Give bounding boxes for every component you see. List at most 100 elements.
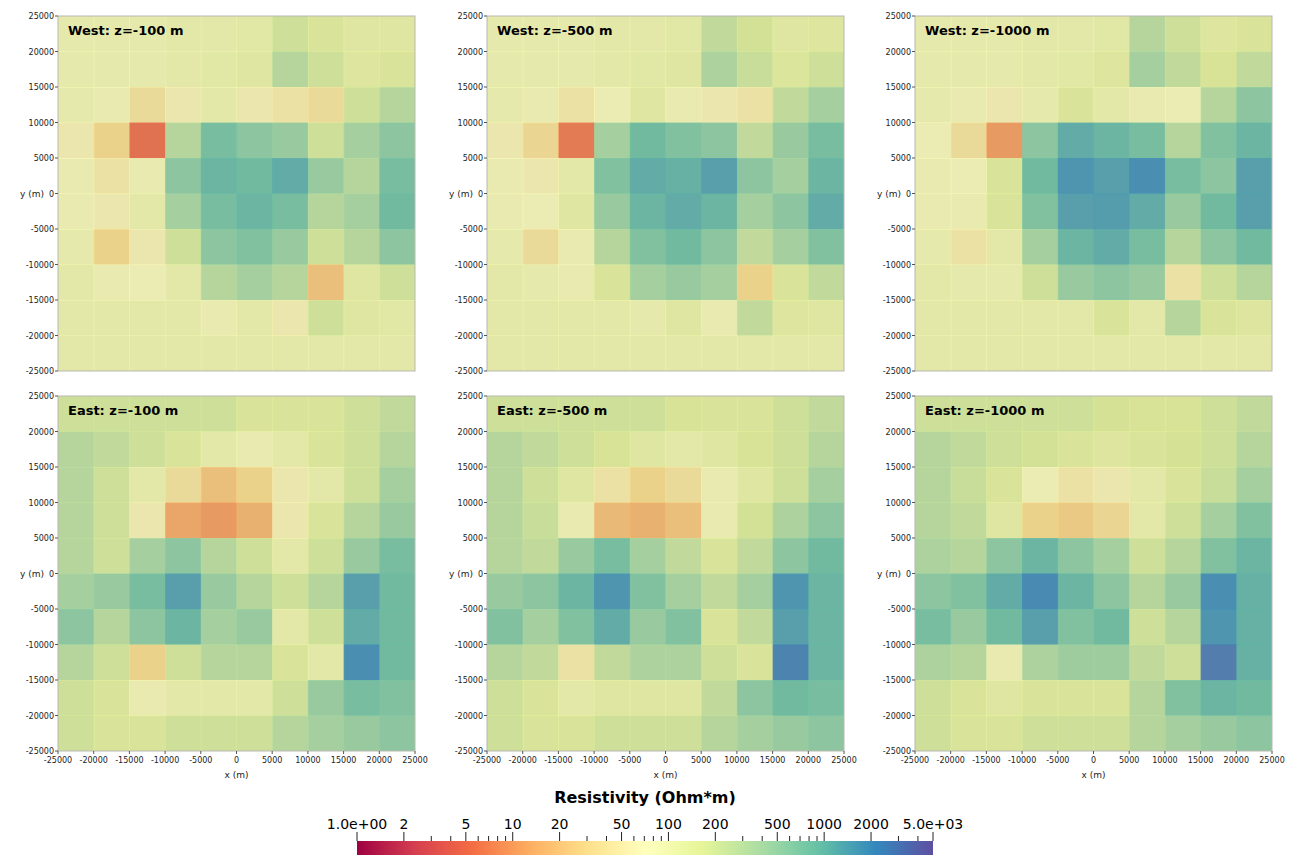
cell [1058, 265, 1094, 301]
colorbar-minor-tick [653, 836, 654, 841]
cell [487, 194, 523, 230]
cell [272, 123, 308, 159]
cell [737, 52, 773, 88]
y-tick-label: -15000 [455, 296, 483, 305]
cell [1129, 503, 1165, 539]
cell [986, 574, 1022, 610]
cell [1236, 158, 1272, 194]
cell [487, 645, 523, 681]
cell [986, 194, 1022, 230]
x-tick-label: -10000 [580, 756, 608, 765]
y-tick [55, 87, 58, 88]
y-tick [912, 371, 915, 372]
cell [1129, 16, 1165, 52]
cell [1236, 52, 1272, 88]
cell [272, 645, 308, 681]
colorbar-tick [512, 832, 513, 841]
y-tick-label: 20000 [29, 48, 54, 57]
y-tick [912, 335, 915, 336]
y-tick [484, 538, 487, 539]
y-tick-label: 0 [906, 190, 911, 199]
cell [1058, 300, 1094, 336]
cell [165, 609, 201, 645]
cell [915, 194, 951, 230]
x-tick [986, 751, 987, 754]
cell [701, 574, 737, 610]
cell [773, 467, 809, 503]
cell [558, 158, 594, 194]
colorbar-tick [357, 832, 358, 841]
y-tick-label: 0 [49, 190, 54, 199]
y-tick-label: 15000 [29, 83, 54, 92]
y-tick [912, 122, 915, 123]
x-tick [736, 751, 737, 754]
cell [1201, 194, 1237, 230]
cell [272, 609, 308, 645]
cell [94, 336, 130, 372]
cell [129, 467, 165, 503]
cell [201, 716, 237, 752]
cell [1129, 396, 1165, 432]
cell [165, 336, 201, 372]
cell [558, 52, 594, 88]
y-tick [484, 467, 487, 468]
cell [737, 158, 773, 194]
x-tick [1057, 751, 1058, 754]
cell [379, 467, 415, 503]
cell [808, 87, 844, 123]
cell [379, 87, 415, 123]
x-tick [343, 751, 344, 754]
colorbar-minor-tick [497, 836, 498, 841]
y-tick [912, 715, 915, 716]
cell [523, 538, 559, 574]
cell [915, 336, 951, 372]
colorbar-tick-label: 100 [655, 816, 682, 832]
cell [666, 300, 702, 336]
cell [129, 432, 165, 468]
cell [986, 467, 1022, 503]
cell [701, 265, 737, 301]
cell [487, 87, 523, 123]
colorbar-tick-label: 20 [551, 816, 569, 832]
cell [344, 300, 380, 336]
cell [165, 229, 201, 265]
y-tick-label: 15000 [886, 463, 911, 472]
cell [630, 503, 666, 539]
y-tick-label: -15000 [26, 296, 54, 305]
y-tick-label: 15000 [458, 83, 483, 92]
colorbar-tick [715, 832, 716, 841]
cell [308, 158, 344, 194]
cell [1058, 123, 1094, 159]
cell [237, 609, 273, 645]
cell [1201, 432, 1237, 468]
y-axis-title: y (m) [20, 569, 44, 579]
cell [558, 300, 594, 336]
x-tick-label: -25000 [44, 756, 72, 765]
colorbar-tick-label: 50 [613, 816, 631, 832]
cell [951, 680, 987, 716]
cell [129, 538, 165, 574]
cell [523, 680, 559, 716]
cell [773, 194, 809, 230]
cell [701, 52, 737, 88]
colorbar-minor-tick [633, 836, 634, 841]
cell [1094, 609, 1130, 645]
cell [523, 194, 559, 230]
x-tick [701, 751, 702, 754]
cell [1201, 300, 1237, 336]
cell [808, 16, 844, 52]
cell [701, 467, 737, 503]
cell [986, 609, 1022, 645]
cell [201, 538, 237, 574]
x-tick-label: 20000 [367, 756, 392, 765]
cell [808, 158, 844, 194]
cell [487, 467, 523, 503]
cell [1129, 229, 1165, 265]
cell [201, 87, 237, 123]
cell [487, 538, 523, 574]
cell [737, 538, 773, 574]
cell [344, 609, 380, 645]
cell [308, 229, 344, 265]
cell [1022, 574, 1058, 610]
y-tick-label: 10000 [886, 119, 911, 128]
